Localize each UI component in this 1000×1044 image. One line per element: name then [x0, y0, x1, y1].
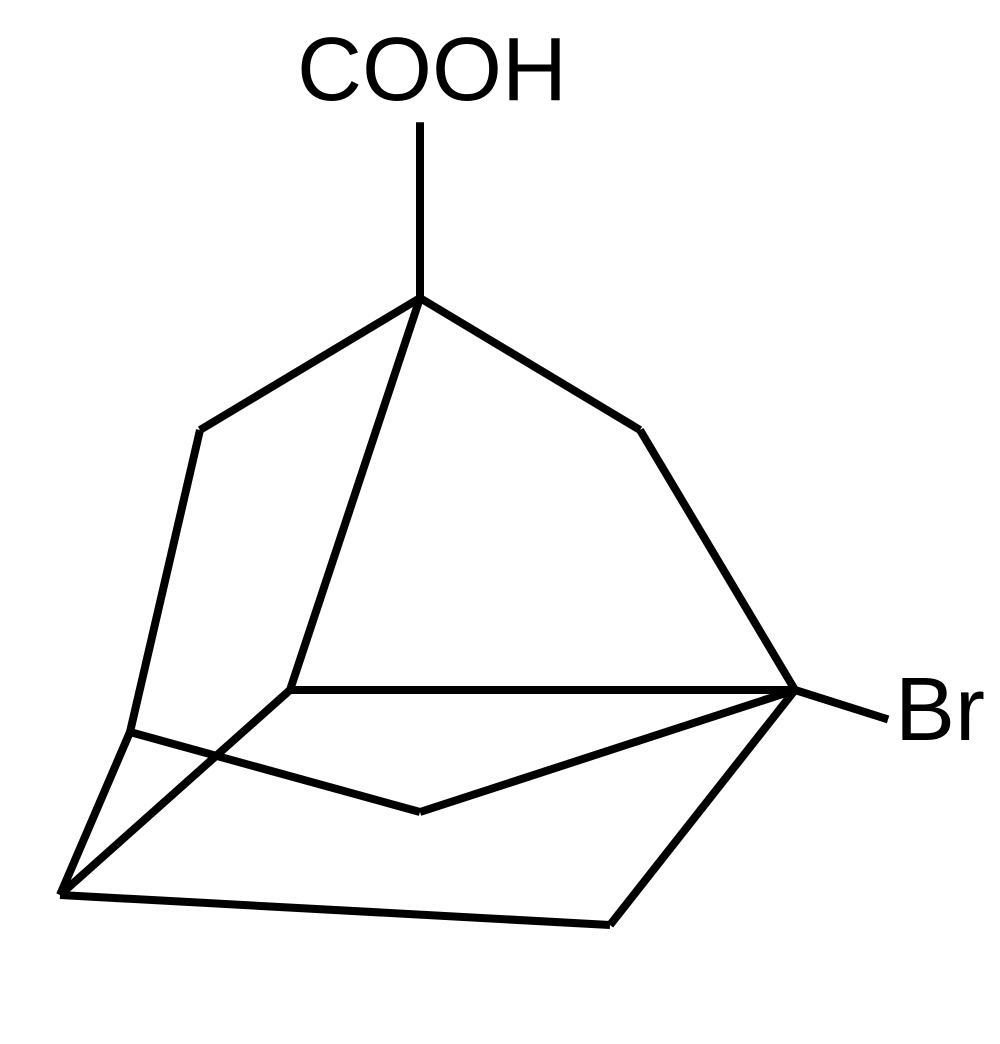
molecule-diagram: COOH Br	[0, 0, 1000, 1044]
br-label: Br	[895, 660, 985, 760]
background	[0, 0, 1000, 1044]
cooh-label: COOH	[297, 20, 567, 120]
